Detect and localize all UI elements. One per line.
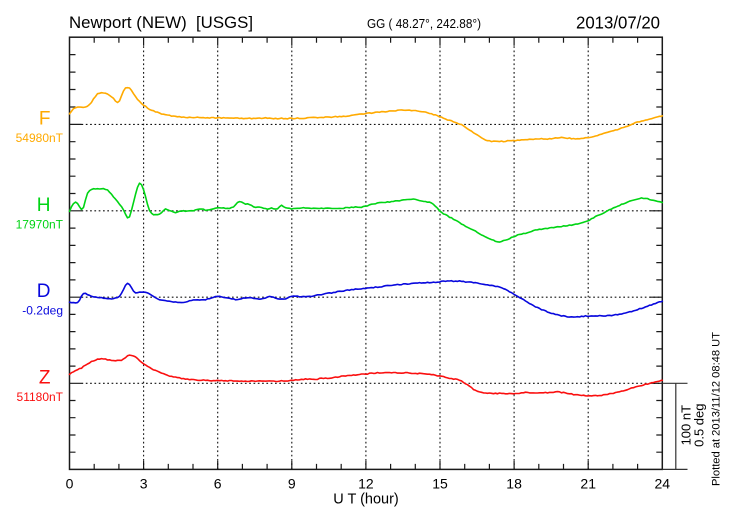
svg-text:18: 18 [506, 475, 522, 491]
svg-text:6: 6 [214, 475, 222, 491]
svg-text:2013/07/20: 2013/07/20 [576, 13, 660, 33]
svg-text:D: D [37, 281, 51, 302]
svg-text:24: 24 [655, 475, 671, 491]
svg-text:F: F [39, 108, 51, 129]
svg-text:H: H [37, 195, 51, 216]
svg-text:U T (hour): U T (hour) [333, 492, 399, 508]
svg-text:9: 9 [288, 475, 296, 491]
svg-text:GG ( 48.27°, 242.88°): GG ( 48.27°, 242.88°) [367, 16, 481, 31]
svg-text:Plotted at 2013/11/12 08:48 UT: Plotted at 2013/11/12 08:48 UT [711, 332, 723, 486]
svg-text:3: 3 [140, 475, 148, 491]
svg-text:15: 15 [432, 475, 448, 491]
svg-text:51180nT: 51180nT [17, 390, 64, 404]
svg-text:17970nT: 17970nT [16, 217, 64, 231]
svg-text:100 nT: 100 nT [679, 405, 694, 446]
svg-text:12: 12 [358, 475, 374, 491]
svg-text:0: 0 [66, 475, 74, 491]
svg-text:21: 21 [580, 475, 596, 491]
svg-text:54980nT: 54980nT [16, 131, 64, 145]
svg-text:-0.2deg: -0.2deg [22, 304, 63, 318]
svg-text:0.5 deg: 0.5 deg [692, 404, 707, 447]
svg-text:Z: Z [39, 367, 51, 388]
svg-text:Newport (NEW) [USGS]: Newport (NEW) [USGS] [69, 13, 253, 32]
